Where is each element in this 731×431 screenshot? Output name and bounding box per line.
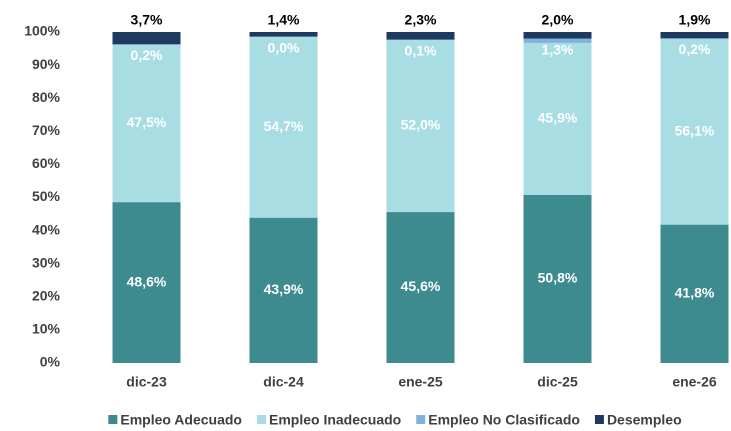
- data-label: 2,0%: [542, 12, 574, 28]
- x-tick-label: dic-23: [126, 374, 167, 390]
- data-label: 56,1%: [675, 122, 715, 138]
- data-label: 50,8%: [538, 270, 578, 286]
- bar-segment: [112, 44, 181, 45]
- bar-segment: [660, 38, 729, 39]
- legend-swatch: [256, 415, 266, 424]
- x-tick-label: dic-25: [537, 374, 578, 390]
- bar-segment: [386, 212, 455, 363]
- y-tick-label: 90%: [32, 56, 61, 72]
- data-label: 41,8%: [675, 285, 715, 301]
- y-tick-label: 100%: [24, 23, 60, 39]
- bar-segment: [112, 32, 181, 45]
- y-tick-label: 0%: [40, 354, 61, 370]
- x-tick-label: ene-25: [398, 374, 443, 390]
- y-tick-label: 10%: [32, 321, 61, 337]
- bar-segment: [386, 39, 455, 213]
- legend-swatch: [108, 415, 118, 424]
- y-tick-label: 40%: [32, 221, 61, 237]
- legend-label: Empleo Inadecuado: [269, 412, 401, 428]
- bar-segment: [112, 202, 181, 363]
- y-tick-label: 30%: [32, 254, 61, 270]
- y-tick-label: 80%: [32, 89, 61, 105]
- bar-segment: [660, 38, 729, 225]
- data-label: 45,9%: [538, 110, 578, 126]
- y-tick-label: 50%: [32, 188, 61, 204]
- legend-label: Empleo No Clasificado: [428, 412, 580, 428]
- legend-label: Desempleo: [607, 412, 682, 428]
- bar-segment: [249, 36, 318, 218]
- data-label: 0,2%: [679, 41, 711, 57]
- data-label: 48,6%: [127, 273, 167, 289]
- legend-swatch: [416, 415, 426, 424]
- data-label: 1,3%: [542, 41, 574, 57]
- bar-segment: [112, 44, 181, 203]
- data-label: 52,0%: [401, 117, 441, 133]
- data-label: 0,1%: [405, 42, 437, 58]
- data-label: 47,5%: [127, 114, 167, 130]
- bar-segment: [523, 32, 592, 39]
- bar-segment: [660, 32, 729, 39]
- data-label: 43,9%: [264, 281, 304, 297]
- bar-segment: [523, 42, 592, 195]
- data-label: 0,2%: [131, 47, 163, 63]
- data-label: 45,6%: [401, 278, 441, 294]
- y-tick-label: 60%: [32, 155, 61, 171]
- x-tick-label: dic-24: [263, 374, 304, 390]
- bar-segment: [523, 194, 592, 363]
- data-label: 1,9%: [679, 12, 711, 28]
- bar-segment: [249, 217, 318, 363]
- data-label: 1,4%: [268, 12, 300, 28]
- data-label: 2,3%: [405, 12, 437, 28]
- data-label: 54,7%: [264, 118, 304, 134]
- bar-segment: [660, 224, 729, 363]
- legend-swatch: [594, 415, 604, 424]
- bar-segment: [249, 32, 318, 37]
- legend-label: Empleo Adecuado: [120, 412, 242, 428]
- data-label: 3,7%: [131, 12, 163, 28]
- data-label: 0,0%: [268, 39, 300, 55]
- y-tick-label: 20%: [32, 288, 61, 304]
- bar-segment: [386, 32, 455, 40]
- x-tick-label: ene-26: [672, 374, 717, 390]
- y-tick-label: 70%: [32, 122, 61, 138]
- bar-segment: [523, 38, 592, 43]
